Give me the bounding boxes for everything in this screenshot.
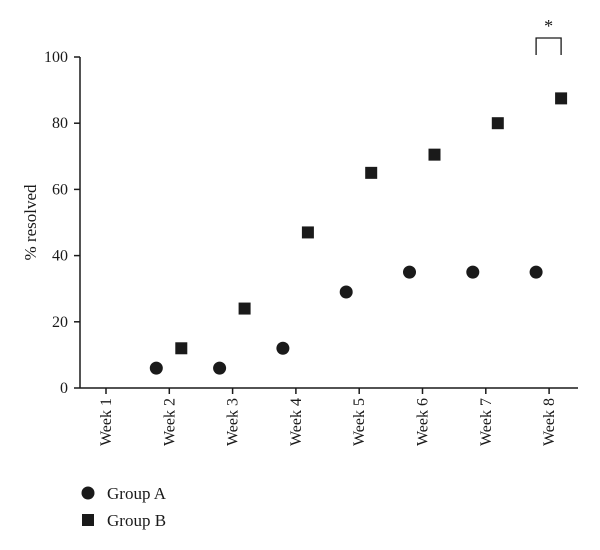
- x-tick-label: Week 3: [225, 398, 242, 446]
- group-a-point: [403, 265, 416, 279]
- legend-label: Group A: [107, 484, 167, 503]
- group-b-point: [301, 226, 314, 239]
- y-tick-label: 60: [52, 181, 68, 198]
- x-tick-label: Week 8: [541, 398, 558, 446]
- y-tick-label: 100: [44, 49, 68, 66]
- legend-label: Group B: [107, 511, 166, 530]
- legend-group-a-marker: [81, 486, 95, 500]
- x-ticks: Week 1 Week 2 Week 3 Week 4 Week 5 Week 6 Week…: [98, 388, 558, 446]
- x-tick-label: Week 1: [98, 398, 115, 446]
- group-b-point: [365, 166, 378, 179]
- y-ticks: 0 20 40 60 80 100: [44, 49, 80, 397]
- group-b-point: [175, 342, 188, 355]
- x-tick-label: Week 6: [415, 398, 432, 446]
- x-tick-label: Week 5: [351, 398, 368, 446]
- y-tick-label: 40: [52, 248, 68, 265]
- group-a-point: [149, 361, 163, 375]
- x-tick-label: Week 2: [161, 398, 178, 446]
- group-a-point: [213, 361, 227, 375]
- group-b-point: [555, 92, 568, 105]
- group-b-point: [428, 148, 441, 161]
- group-b-point: [491, 117, 504, 130]
- y-tick-label: 20: [52, 314, 68, 331]
- y-tick-label: 80: [52, 115, 68, 132]
- y-axis-title: % resolved: [21, 184, 40, 261]
- group-a-point: [529, 265, 543, 279]
- significance-star: *: [544, 16, 553, 36]
- group-a-point: [339, 285, 353, 299]
- group-b-point: [238, 302, 251, 315]
- group-a-point: [276, 341, 290, 355]
- x-tick-label: Week 4: [288, 398, 305, 446]
- significance-bracket: [535, 37, 562, 55]
- y-tick-label: 0: [60, 380, 68, 397]
- group-a-point: [466, 265, 480, 279]
- legend: Group A Group B: [81, 484, 167, 530]
- legend-group-b-marker: [82, 514, 94, 526]
- data-points: [149, 92, 568, 375]
- annotations: *: [535, 16, 562, 55]
- x-tick-label: Week 7: [478, 398, 495, 446]
